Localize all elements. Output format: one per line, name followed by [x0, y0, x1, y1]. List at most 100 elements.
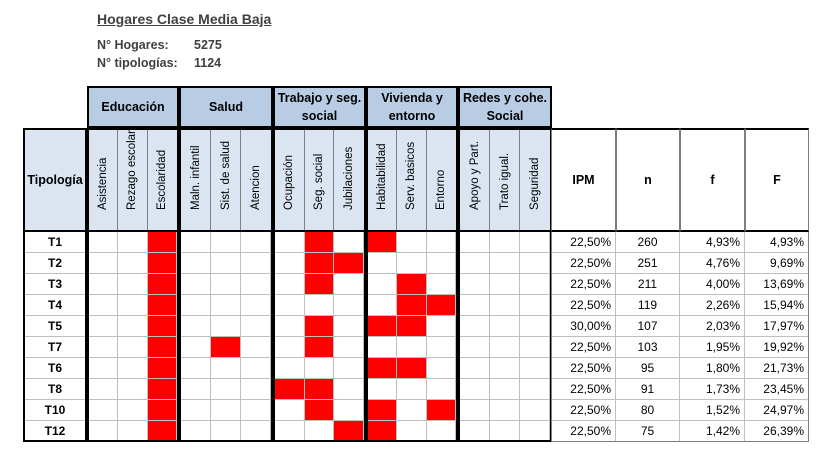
f-cell: 1,73% — [680, 379, 745, 400]
tipologia-cell: T12 — [23, 421, 87, 442]
indicator-cell — [520, 421, 550, 442]
indicator-header-group: Maln. infantil Sist. de salud Atencion — [179, 128, 273, 232]
indicator-cell — [181, 400, 211, 421]
tipologia-cell: T10 — [23, 400, 87, 421]
indicator-header: Habitabilidad — [368, 130, 398, 230]
indicator-cell — [181, 295, 211, 316]
indicator-cell — [181, 253, 211, 274]
F-cell: 24,97% — [745, 400, 809, 421]
deprived-cell — [368, 316, 398, 337]
indicator-cell — [275, 274, 305, 295]
indicator-cell — [460, 253, 490, 274]
ipm-cell: 22,50% — [551, 232, 616, 253]
indicator-cell — [89, 295, 119, 316]
deprived-cell — [147, 400, 177, 421]
deprived-cell — [334, 253, 364, 274]
tipologia-cell: T2 — [23, 253, 87, 274]
indicator-cell — [118, 400, 148, 421]
indicator-cell — [89, 358, 119, 379]
indicator-cell — [520, 274, 550, 295]
deprived-cell — [334, 421, 364, 442]
deprived-cell — [147, 232, 177, 253]
indicator-cell — [304, 421, 335, 442]
indicator-header: Jubilaciones — [334, 130, 364, 230]
indicator-label: Asistencia — [97, 157, 110, 210]
f-cell: 1,80% — [680, 358, 745, 379]
indicator-cell — [334, 379, 364, 400]
f-cell: 4,00% — [680, 274, 745, 295]
deprived-cell — [147, 253, 177, 274]
n-cell: 75 — [616, 421, 680, 442]
indicator-cell — [460, 316, 490, 337]
info-label: N° Hogares: — [97, 38, 169, 52]
indicator-header: Sist. de salud — [211, 130, 241, 230]
table-row: T4 22,50% 119 2,26% 15,94% — [23, 295, 809, 316]
indicator-cell — [334, 316, 364, 337]
F-cell: 17,97% — [745, 316, 809, 337]
table-row: T5 30,00% 107 2,03% 17,97% — [23, 316, 809, 337]
n-cell: 103 — [616, 337, 680, 358]
indicator-cell — [118, 232, 148, 253]
deprived-cell — [147, 379, 177, 400]
ipm-cell: 22,50% — [551, 295, 616, 316]
indicator-header: Seguridad — [520, 130, 550, 230]
indicator-header: Asistencia — [89, 130, 119, 230]
deprived-cell — [304, 400, 335, 421]
indicator-cell — [490, 274, 520, 295]
indicator-cell — [520, 253, 550, 274]
indicator-header: Atencion — [241, 130, 271, 230]
indicator-header: Maln. infantil — [181, 130, 211, 230]
group-header: Vivienda y entorno — [366, 86, 458, 128]
indicator-cell — [304, 358, 335, 379]
tipologia-cell: T3 — [23, 274, 87, 295]
deprived-cell — [368, 421, 398, 442]
deprived-cell — [275, 379, 305, 400]
indicator-cell — [241, 379, 271, 400]
indicator-cell — [241, 253, 271, 274]
indicator-header: Seg. social — [305, 130, 335, 230]
F-cell: 26,39% — [745, 421, 809, 442]
indicator-cell — [181, 274, 211, 295]
indicator-cell — [89, 379, 119, 400]
indicator-cell — [241, 232, 271, 253]
indicator-cell — [241, 295, 271, 316]
indicator-header-group: Ocupación Seg. social Jubilaciones — [273, 128, 366, 232]
indicator-header-group: Apoyo y Part. Trato igual. Seguridad — [458, 128, 552, 232]
indicator-cell — [460, 337, 490, 358]
indicator-cell — [426, 337, 456, 358]
tipologia-cell: T7 — [23, 337, 87, 358]
F-cell: 15,94% — [745, 295, 809, 316]
ipm-cell: 22,50% — [551, 358, 616, 379]
n-cell: 119 — [616, 295, 680, 316]
indicator-cell — [368, 253, 398, 274]
ipm-cell: 30,00% — [551, 316, 616, 337]
indicator-cell — [426, 232, 456, 253]
indicator-cell — [490, 400, 520, 421]
deprived-cell — [211, 337, 241, 358]
indicator-cell — [241, 400, 271, 421]
deprived-cell — [304, 274, 335, 295]
indicator-cell — [397, 400, 427, 421]
indicator-cell — [397, 232, 427, 253]
deprived-cell — [397, 295, 427, 316]
table-row: T10 22,50% 80 1,52% 24,97% — [23, 400, 809, 421]
indicator-cell — [520, 316, 550, 337]
table-row: T1 22,50% 260 4,93% 4,93% — [23, 232, 809, 253]
stat-header: n — [616, 128, 680, 232]
ipm-cell: 22,50% — [551, 337, 616, 358]
indicator-header: Apoyo y Part. — [460, 130, 490, 230]
stat-header: IPM — [551, 128, 616, 232]
deprived-cell — [304, 253, 335, 274]
indicator-cell — [368, 295, 398, 316]
n-cell: 211 — [616, 274, 680, 295]
indicator-cell — [241, 274, 271, 295]
indicator-cell — [460, 295, 490, 316]
deprived-cell — [147, 358, 177, 379]
indicator-cell — [490, 253, 520, 274]
indicator-label: Jubilaciones — [343, 146, 356, 210]
stat-header: f — [680, 128, 745, 232]
n-cell: 107 — [616, 316, 680, 337]
indicator-cell — [181, 232, 211, 253]
indicator-cell — [118, 295, 148, 316]
deprived-cell — [147, 337, 177, 358]
